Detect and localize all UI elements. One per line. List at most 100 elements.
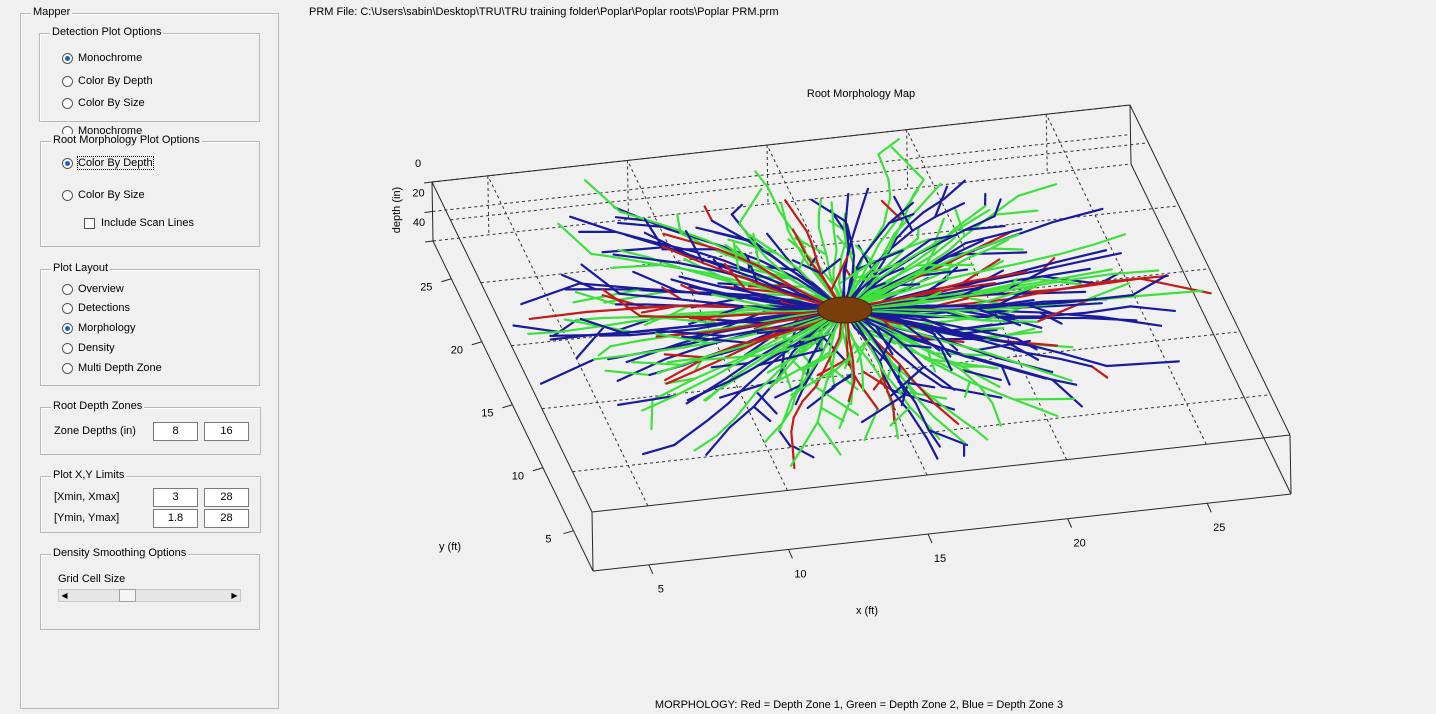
y-tick [532, 467, 544, 472]
root-segment [837, 222, 847, 304]
root-segment [757, 348, 826, 367]
slider-right-arrow[interactable]: ▶ [231, 591, 238, 600]
z-axis-label: depth (in) [391, 187, 403, 233]
radio-option[interactable]: Color By Depth [62, 74, 153, 88]
root-segment [838, 316, 854, 430]
grid-line [1045, 114, 1207, 445]
limit-input[interactable]: 28 [204, 509, 249, 528]
group-title: Root Morphology Plot Options [51, 134, 202, 146]
root-segment [655, 329, 727, 338]
root-segment [902, 343, 932, 349]
radio-option[interactable]: Color By Size [62, 96, 145, 110]
radio[interactable] [62, 302, 73, 314]
root-segment [872, 375, 886, 391]
radio-option[interactable]: Morphology [62, 321, 135, 335]
limit-label: [Ymin, Ymax] [54, 512, 120, 524]
root-segment [858, 312, 1073, 382]
radio[interactable] [62, 52, 73, 64]
root-segment [890, 365, 925, 397]
x-axis-label: x (ft) [856, 605, 878, 617]
root-segment [853, 336, 872, 354]
root-segment [880, 238, 930, 259]
grid-line [626, 160, 629, 220]
radio[interactable] [62, 322, 73, 334]
root-segment [732, 241, 741, 274]
root-segment [661, 245, 831, 308]
root-segment [730, 203, 743, 216]
root-segment [854, 260, 907, 280]
radio-option[interactable]: Color By Depth [62, 156, 154, 170]
root-segment [855, 238, 1010, 306]
radio[interactable] [62, 342, 73, 354]
limit-input[interactable]: 1.8 [153, 509, 198, 528]
zone-input[interactable]: 16 [204, 422, 249, 441]
box-edge [1289, 434, 1292, 495]
radio[interactable] [62, 362, 73, 374]
root-segment [723, 262, 749, 293]
detection-group: Detection Plot Options [39, 26, 260, 122]
box-edge [1129, 104, 1291, 436]
root-segment [1026, 303, 1052, 314]
root-segment [710, 362, 750, 369]
root-segment [787, 238, 844, 304]
root-segment [800, 331, 835, 342]
x-tick [1206, 503, 1212, 513]
root-segment [778, 429, 792, 448]
root-segment [569, 215, 833, 307]
root-segment [790, 370, 833, 397]
checkbox-option[interactable]: Include Scan Lines [84, 216, 194, 230]
slider-thumb[interactable] [119, 589, 136, 602]
group-title: Plot Layout [51, 262, 111, 274]
x-tick [1067, 518, 1073, 528]
y-tick [441, 278, 452, 283]
radio[interactable] [62, 283, 73, 295]
option-label: Overview [78, 283, 124, 295]
root-segment [575, 324, 607, 360]
root-segment [755, 390, 778, 415]
radio[interactable] [62, 75, 73, 87]
zone-label: Zone Depths (in) [54, 425, 136, 437]
x-tick-label: 5 [658, 584, 664, 596]
radio-option[interactable]: Detections [62, 301, 130, 315]
option-label: Color By Size [78, 189, 145, 201]
root-segment [579, 317, 632, 337]
zone-input[interactable]: 8 [153, 422, 198, 441]
root-crown [817, 296, 873, 324]
root-segment [560, 273, 597, 291]
root-segment [1051, 378, 1083, 408]
layout-group: Plot Layout [40, 262, 260, 386]
radio-option[interactable]: Multi Depth Zone [62, 361, 162, 375]
radio[interactable] [62, 97, 73, 109]
root-segment [681, 335, 755, 345]
radio-option[interactable]: Color By Size [62, 188, 145, 202]
root-segment [617, 221, 673, 229]
y-tick-label: 20 [451, 345, 463, 357]
root-segment [512, 324, 561, 334]
radio-option[interactable]: Density [62, 341, 115, 355]
root-segment [572, 287, 645, 304]
limit-input[interactable]: 28 [204, 488, 249, 507]
grid-cell-slider[interactable]: ◀ ▶ [58, 589, 241, 602]
y-tick-label: 10 [512, 471, 524, 483]
slider-left-arrow[interactable]: ◀ [61, 591, 68, 600]
root-segment [852, 315, 907, 396]
radio[interactable] [62, 189, 73, 201]
checkbox[interactable] [84, 217, 95, 229]
root-segment [816, 421, 842, 456]
z-tick-label: 0 [415, 158, 421, 170]
limit-input[interactable]: 3 [153, 488, 198, 507]
root-segment [539, 358, 596, 385]
option-label: Density [78, 342, 115, 354]
radio-option[interactable]: Monochrome [62, 51, 142, 65]
radio-option[interactable]: Overview [62, 282, 124, 296]
grid-line [450, 142, 1149, 221]
option-label: Multi Depth Zone [78, 362, 162, 374]
root-segment [609, 310, 830, 348]
root-segment [771, 357, 820, 385]
root-segment [727, 238, 778, 255]
root-segment [830, 255, 849, 292]
y-axis-label: y (ft) [439, 541, 461, 553]
root-segment [784, 199, 839, 305]
radio[interactable] [62, 157, 73, 169]
